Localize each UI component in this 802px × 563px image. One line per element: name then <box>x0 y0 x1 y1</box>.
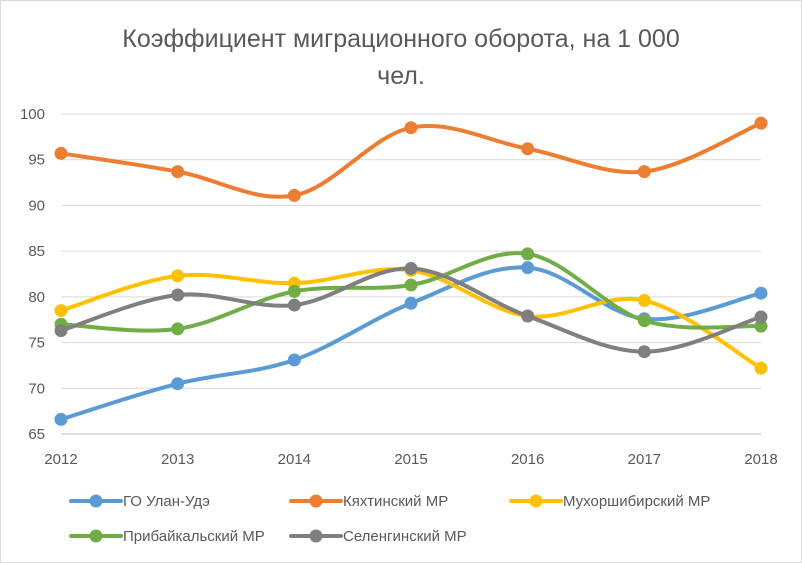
data-point <box>54 304 68 318</box>
data-point <box>404 296 418 310</box>
data-point <box>754 361 768 375</box>
y-tick-label: 85 <box>28 243 45 260</box>
legend-label: Мухоршибирский МР <box>563 493 710 510</box>
data-point <box>637 294 651 308</box>
data-point <box>404 121 418 135</box>
data-point <box>287 188 301 202</box>
legend-marker <box>309 529 323 543</box>
x-tick-label: 2013 <box>161 451 194 468</box>
legend-item: Прибайкальский МР <box>69 528 265 545</box>
data-point <box>637 314 651 328</box>
data-point <box>171 288 185 302</box>
data-point <box>521 247 535 261</box>
data-point <box>754 286 768 300</box>
data-point <box>637 345 651 359</box>
data-point <box>54 146 68 160</box>
x-tick-label: 2012 <box>44 451 77 468</box>
legend-marker <box>89 494 103 508</box>
y-tick-label: 90 <box>28 197 45 214</box>
data-point <box>287 298 301 312</box>
data-point <box>171 269 185 283</box>
data-point <box>287 353 301 367</box>
data-point <box>54 412 68 426</box>
data-point <box>754 116 768 130</box>
data-point <box>171 377 185 391</box>
y-tick-label: 70 <box>28 380 45 397</box>
legend-marker <box>309 494 323 508</box>
legend-item: Селенгинский МР <box>289 528 467 545</box>
data-point <box>404 262 418 276</box>
x-tick-label: 2017 <box>628 451 661 468</box>
data-point <box>521 309 535 323</box>
legend-label: ГО Улан-Удэ <box>123 493 210 510</box>
legend-label: Селенгинский МР <box>343 528 467 545</box>
data-point <box>171 165 185 179</box>
legend-label: Прибайкальский МР <box>123 528 265 545</box>
y-tick-label: 80 <box>28 289 45 306</box>
legend-item: ГО Улан-Удэ <box>69 493 210 510</box>
legend-item: Мухоршибирский МР <box>509 493 710 510</box>
legend-label: Кяхтинский МР <box>343 493 448 510</box>
series-group <box>54 262 768 359</box>
data-point <box>754 310 768 324</box>
x-tick-label: 2014 <box>278 451 311 468</box>
x-tick-label: 2016 <box>511 451 544 468</box>
legend-item: Кяхтинский МР <box>289 493 448 510</box>
data-point <box>171 322 185 336</box>
y-tick-label: 100 <box>20 106 45 123</box>
legend-marker <box>89 529 103 543</box>
series-group <box>54 116 768 202</box>
data-point <box>54 324 68 338</box>
data-point <box>754 319 768 333</box>
y-tick-label: 65 <box>28 426 45 443</box>
y-tick-label: 95 <box>28 152 45 169</box>
data-point <box>404 278 418 292</box>
chart-title: Коэффициент миграционного оборота, на 1 … <box>122 25 680 90</box>
x-tick-label: 2018 <box>744 451 777 468</box>
series-group <box>54 247 768 336</box>
x-tick-label: 2015 <box>394 451 427 468</box>
data-point <box>637 165 651 179</box>
legend-marker <box>529 494 543 508</box>
data-point <box>521 142 535 156</box>
y-tick-label: 75 <box>28 335 45 352</box>
data-point <box>287 284 301 298</box>
data-point <box>521 261 535 275</box>
